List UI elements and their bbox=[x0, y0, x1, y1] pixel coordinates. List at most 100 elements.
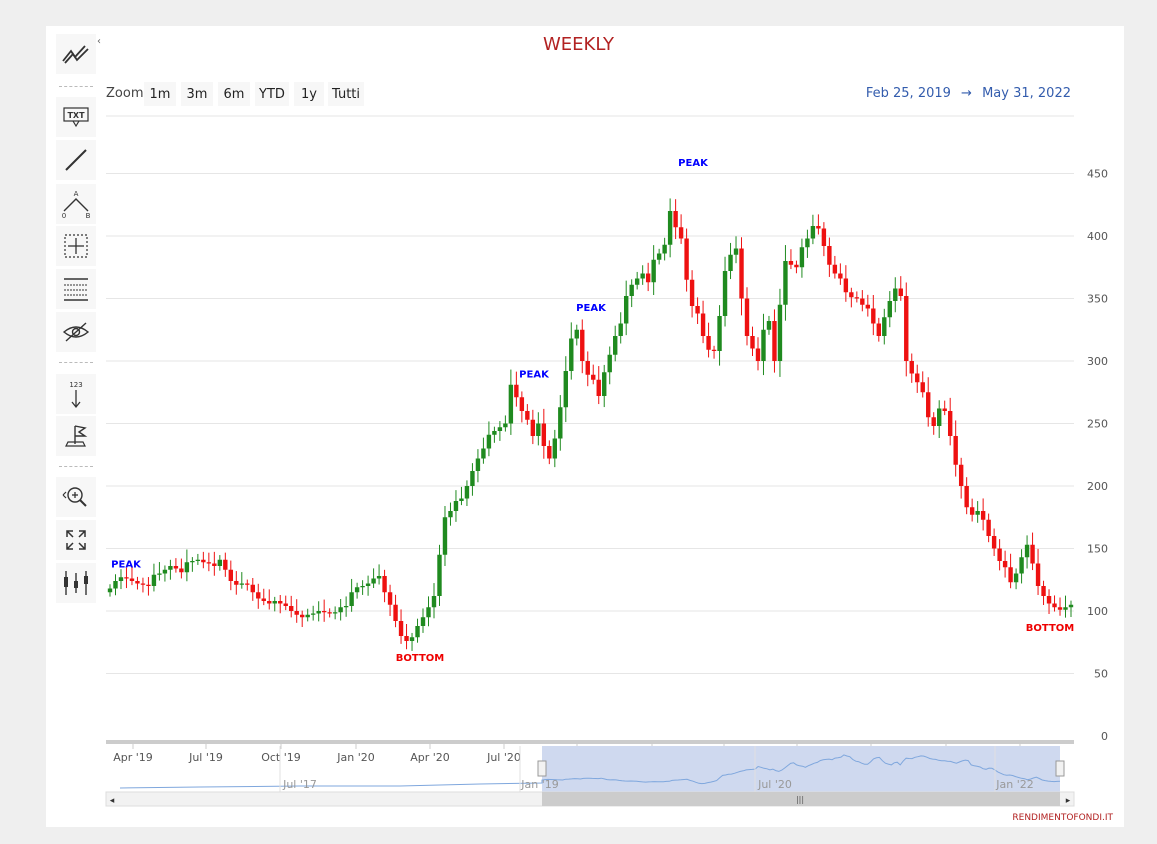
vertical-counter-icon[interactable]: 123 bbox=[56, 374, 96, 414]
candle-body bbox=[689, 279, 695, 306]
toolbar-collapse-icon[interactable]: ‹ bbox=[97, 36, 101, 47]
zoom-label: Zoom bbox=[106, 86, 144, 101]
candle-body bbox=[755, 348, 761, 361]
candle-body bbox=[975, 511, 980, 515]
candle-body bbox=[530, 419, 536, 436]
candle-body bbox=[541, 423, 547, 446]
text-annotation-icon[interactable]: TXT bbox=[56, 97, 96, 137]
candle-body bbox=[107, 588, 113, 593]
candle-body bbox=[475, 458, 481, 471]
zoom-all-button[interactable]: Tutti bbox=[328, 82, 364, 106]
navigator-left-handle[interactable] bbox=[537, 760, 547, 777]
candle-body bbox=[761, 329, 766, 361]
candle-body bbox=[618, 323, 623, 336]
y-tick-label: 200 bbox=[1087, 480, 1108, 493]
candle-body bbox=[250, 584, 255, 593]
candle-body bbox=[678, 227, 684, 239]
range-from[interactable]: Feb 25, 2019 bbox=[865, 86, 951, 101]
range-to[interactable]: May 31, 2022 bbox=[982, 86, 1071, 101]
candle-body bbox=[503, 423, 508, 428]
candle-body bbox=[667, 211, 673, 245]
fibonacci-icon[interactable] bbox=[56, 269, 96, 309]
elliott-wave-icon[interactable]: A 0 B bbox=[56, 184, 96, 224]
bottom-label: BOTTOM bbox=[396, 653, 444, 664]
measure-icon[interactable] bbox=[56, 226, 96, 266]
candle-body bbox=[124, 577, 129, 579]
candle-body bbox=[305, 614, 310, 618]
candle-body bbox=[300, 614, 305, 618]
candle-body bbox=[585, 361, 590, 375]
peak-label: PEAK bbox=[111, 559, 142, 570]
candle-body bbox=[387, 592, 393, 605]
flag-icon[interactable] bbox=[56, 416, 96, 456]
candle-body bbox=[343, 606, 349, 608]
scrollbar-thumb[interactable] bbox=[542, 792, 1060, 806]
candle-body bbox=[283, 603, 288, 606]
candle-body bbox=[404, 636, 409, 641]
candle-body bbox=[1024, 544, 1030, 558]
zoom-icon[interactable] bbox=[56, 477, 96, 517]
candle-body bbox=[508, 384, 514, 424]
navigator-right-handle[interactable] bbox=[1055, 760, 1065, 777]
zoom-1y-button[interactable]: 1y bbox=[294, 82, 324, 106]
y-tick-label: 0 bbox=[1101, 730, 1108, 743]
candle-body bbox=[920, 382, 925, 393]
candle-body bbox=[492, 431, 497, 435]
navigator-label: Jul '20 bbox=[757, 778, 792, 791]
candle-body bbox=[843, 278, 849, 293]
candle-body bbox=[168, 566, 173, 570]
candle-body bbox=[453, 501, 459, 511]
candle-body bbox=[437, 554, 442, 596]
fullscreen-icon[interactable] bbox=[56, 520, 96, 560]
zoom-3m-button[interactable]: 3m bbox=[181, 82, 213, 106]
candle-body bbox=[569, 338, 574, 371]
candle-body bbox=[415, 626, 420, 638]
candle-body bbox=[821, 228, 827, 246]
candle-body bbox=[629, 284, 634, 296]
candle-body bbox=[459, 498, 464, 501]
candle-body bbox=[162, 569, 168, 574]
candle-body bbox=[651, 259, 656, 283]
scroll-right-icon[interactable]: ▸ bbox=[1066, 796, 1071, 806]
candle-body bbox=[195, 559, 201, 561]
range-arrow: → bbox=[961, 86, 972, 101]
zoom-6m-button[interactable]: 6m bbox=[218, 82, 250, 106]
candle-body bbox=[1030, 544, 1035, 564]
candle-body bbox=[810, 226, 816, 239]
candle-body bbox=[338, 607, 343, 613]
candle-body bbox=[442, 517, 448, 555]
x-tick-label: Apr '19 bbox=[113, 751, 153, 764]
candle-body bbox=[926, 392, 931, 418]
y-tick-label: 350 bbox=[1087, 293, 1108, 306]
candle-body bbox=[1052, 603, 1057, 608]
candle-body bbox=[393, 604, 398, 621]
indicators-icon[interactable] bbox=[56, 34, 96, 74]
zoom-1m-button[interactable]: 1m bbox=[144, 82, 176, 106]
line-icon[interactable] bbox=[56, 140, 96, 180]
candle-body bbox=[1068, 604, 1074, 608]
candle-body bbox=[964, 486, 969, 508]
candle-body bbox=[201, 559, 206, 563]
candle-body bbox=[118, 577, 124, 581]
candle-body bbox=[728, 254, 733, 271]
candle-body bbox=[563, 371, 568, 408]
y-tick-label: 150 bbox=[1087, 543, 1108, 556]
candle-body bbox=[607, 354, 612, 373]
zoom-ytd-button[interactable]: YTD bbox=[255, 82, 289, 106]
chart-type-icon[interactable] bbox=[56, 563, 96, 603]
scroll-left-icon[interactable]: ◂ bbox=[110, 796, 115, 806]
candle-body bbox=[953, 436, 958, 465]
source-credit: RENDIMENTOFONDI.IT bbox=[1012, 813, 1113, 823]
candle-body bbox=[717, 316, 722, 351]
candle-body bbox=[711, 349, 717, 351]
x-tick-label: Jul '20 bbox=[486, 751, 521, 764]
candle-body bbox=[354, 587, 360, 593]
candle-body bbox=[206, 562, 212, 564]
candle-body bbox=[382, 576, 387, 593]
hide-drawings-icon[interactable] bbox=[56, 312, 96, 352]
candle-body bbox=[514, 384, 519, 398]
candle-body bbox=[272, 601, 277, 604]
candle-body bbox=[574, 329, 579, 339]
candle-body bbox=[327, 612, 332, 614]
